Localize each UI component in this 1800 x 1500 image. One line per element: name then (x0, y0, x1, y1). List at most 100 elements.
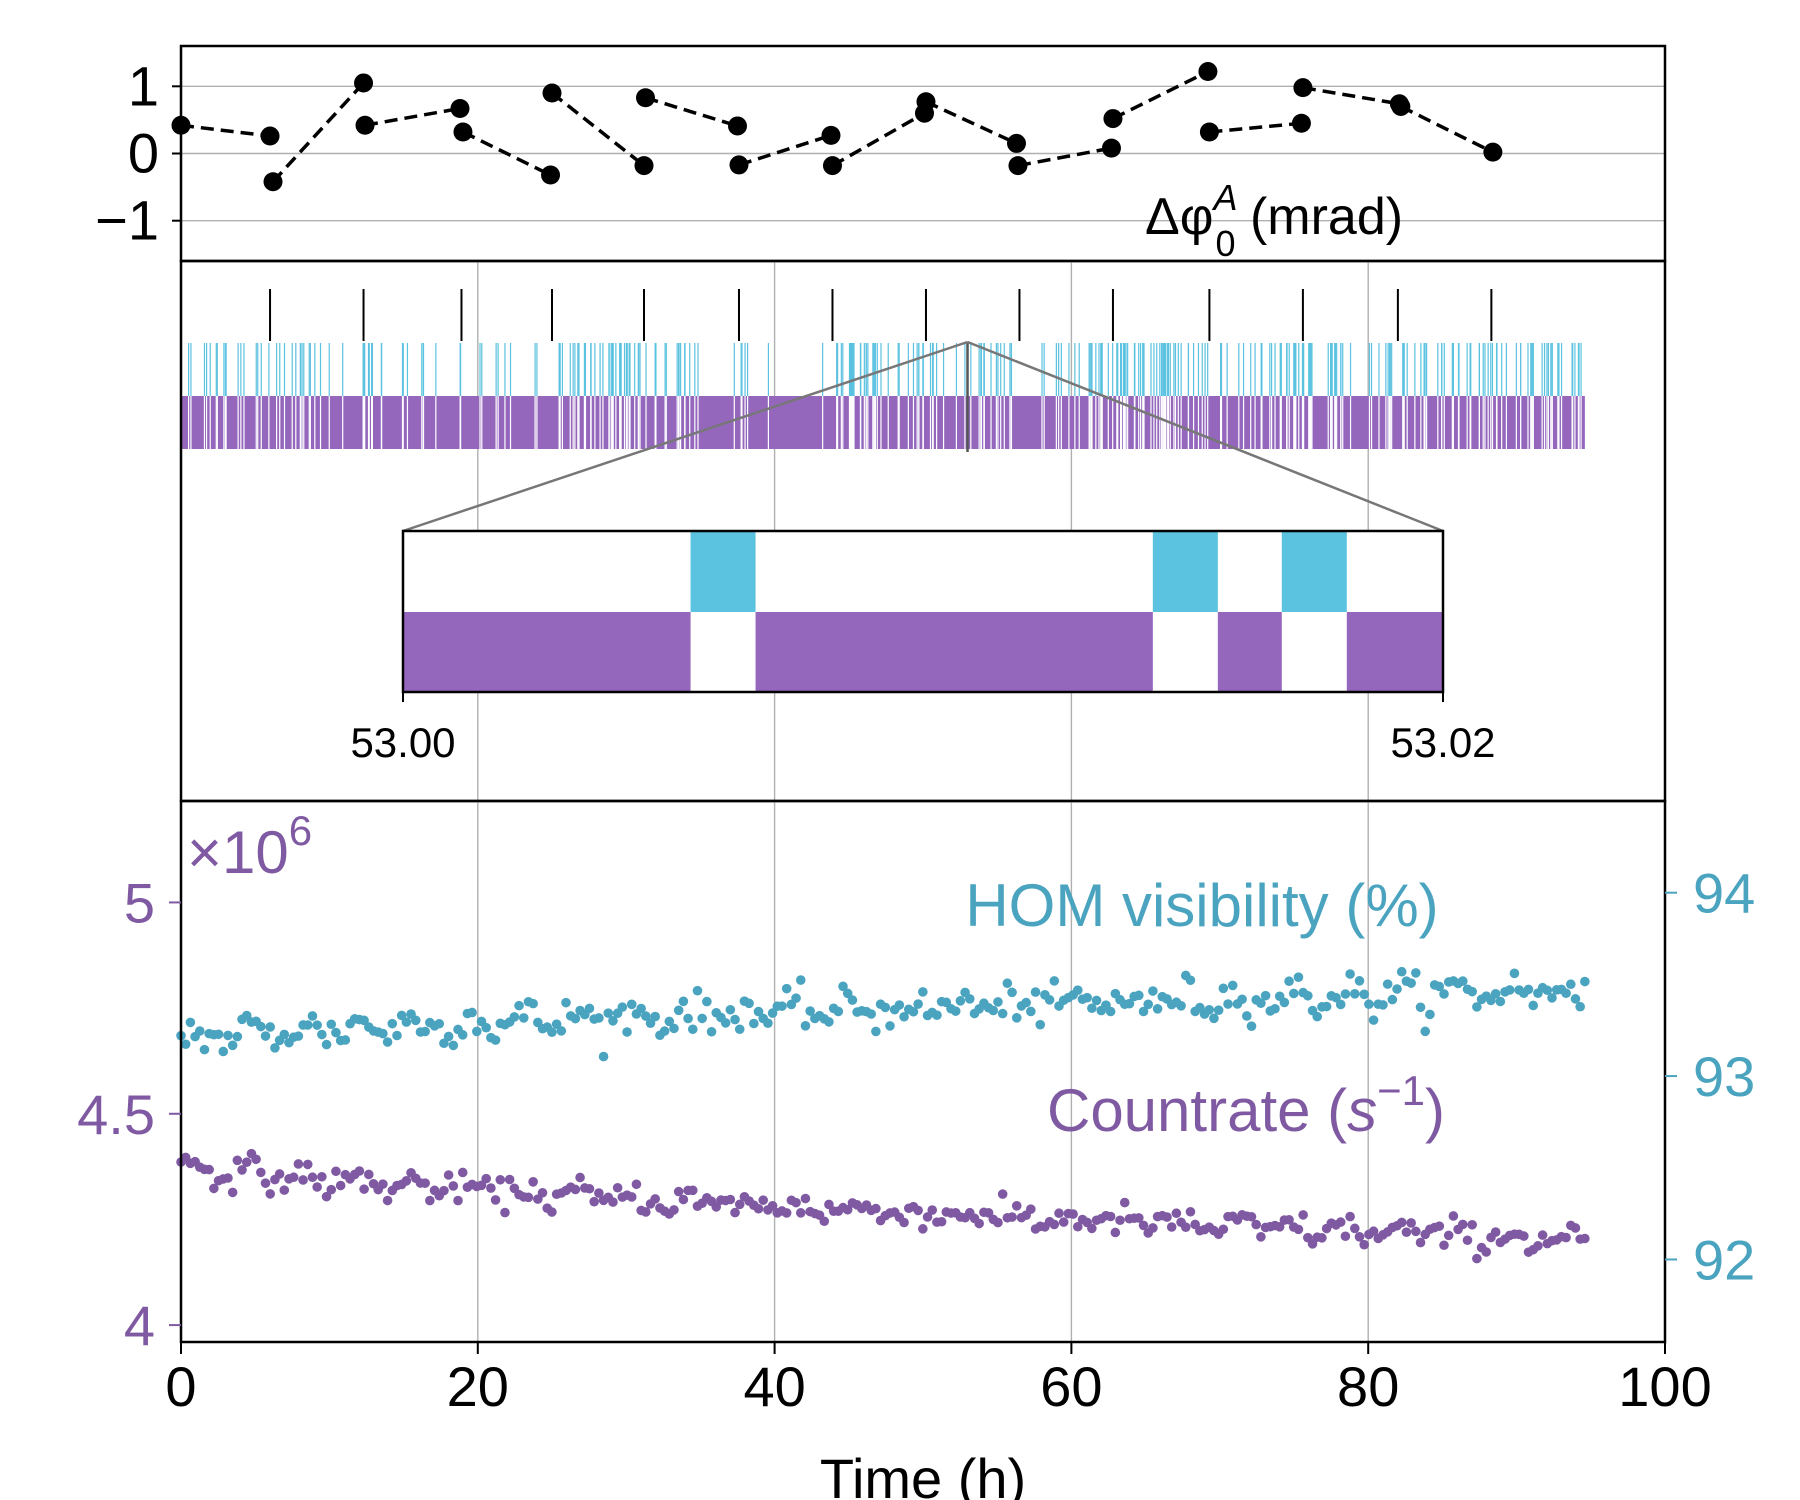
visibility-point (1472, 1002, 1482, 1012)
countrate-point (1472, 1253, 1482, 1264)
visibility-point (1284, 976, 1294, 987)
countrate-point (359, 1184, 369, 1194)
visibility-point (706, 1026, 717, 1037)
x-axis-label: Time (h) (820, 1447, 1026, 1500)
visibility-point (1007, 987, 1017, 998)
visibility-point (490, 1035, 501, 1045)
inset-purple-gap (1281, 612, 1347, 692)
visibility-point (1303, 990, 1313, 1001)
countrate-point (1134, 1213, 1144, 1223)
countrate-point (204, 1164, 214, 1175)
visibility-point (528, 998, 538, 1009)
countrate-point (425, 1195, 435, 1206)
phase-data-point (263, 172, 283, 192)
visibility-point (1312, 1011, 1323, 1022)
countrate-point (439, 1185, 449, 1196)
x-tick-label: 60 (1040, 1355, 1102, 1418)
countrate-point (1490, 1227, 1501, 1237)
visibility-point (471, 1026, 482, 1037)
countrate-point (453, 1195, 463, 1206)
visibility-point (1490, 988, 1501, 999)
countrate-point (1561, 1232, 1571, 1243)
visibility-point (1138, 1006, 1149, 1017)
visibility-point (720, 1018, 731, 1028)
countrate-point (918, 1224, 928, 1234)
countrate-point (476, 1180, 487, 1191)
visibility-point (1528, 1000, 1539, 1011)
phase-data-point (821, 125, 841, 145)
visibility-point (1570, 994, 1581, 1004)
visibility-point (199, 1044, 210, 1055)
visibility-point (1124, 998, 1135, 1009)
visibility-point (730, 1014, 740, 1025)
countrate-point (631, 1179, 642, 1190)
visibility-point (1242, 1011, 1252, 1021)
phase-segment-line (180, 123, 271, 138)
countrate-point (1457, 1219, 1468, 1230)
countrate-point (1580, 1233, 1590, 1244)
x-tick-label: 100 (1618, 1355, 1711, 1418)
visibility-point (636, 1003, 646, 1014)
countrate-point (279, 1185, 290, 1195)
countrate-point (443, 1170, 454, 1180)
visibility-point (781, 983, 792, 994)
visibility-point (1152, 1004, 1163, 1014)
countrate-point (1533, 1241, 1543, 1251)
visibility-point (1354, 976, 1365, 986)
zoom-connector-left (402, 340, 968, 533)
countrate-point (481, 1173, 491, 1184)
visibility-point (1411, 968, 1421, 978)
right-y-ticks: 94 93 92 (1665, 862, 1755, 1291)
countrate-point (335, 1180, 346, 1191)
countrate-point (490, 1195, 501, 1205)
visibility-point (777, 1001, 787, 1011)
scatter-axes-frame (179, 799, 1667, 1344)
countrate-point (504, 1174, 515, 1185)
visibility-point (185, 1017, 196, 1028)
countrate-point (378, 1179, 388, 1189)
visibility-point (763, 1018, 773, 1028)
visibility-point (1260, 990, 1271, 1001)
countrate-point (1537, 1230, 1548, 1240)
countrate-point (1246, 1211, 1257, 1222)
visibility-point (1565, 979, 1576, 990)
countrate-point (1307, 1239, 1318, 1249)
phase-segment-line (925, 100, 1018, 146)
timeline-panel: 53.00 53.02 (179, 259, 1667, 803)
countrate-point (1368, 1226, 1379, 1237)
visibility-point (260, 1031, 271, 1041)
countrate-point (1119, 1197, 1130, 1208)
right-y-tick-label: 93 (1693, 1045, 1755, 1108)
phase-series (171, 62, 1503, 192)
phase-segment-line (1017, 146, 1112, 168)
phase-data-point (1199, 122, 1219, 142)
visibility-point (396, 1010, 407, 1021)
countrate-point (1354, 1232, 1365, 1242)
countrate-point (1087, 1223, 1097, 1234)
countrate-point (293, 1159, 304, 1169)
phase-data-point (916, 92, 936, 112)
phase-segment-line (831, 111, 926, 168)
countrate-point (298, 1175, 308, 1185)
visibility-point (913, 999, 923, 1009)
phase-data-point (1391, 96, 1411, 116)
visibility-point (791, 993, 801, 1003)
visibility-point (265, 1022, 276, 1032)
countrate-point (302, 1159, 313, 1170)
visibility-point (392, 1030, 402, 1041)
countrate-point (321, 1191, 332, 1202)
visibility-point (1288, 988, 1299, 999)
countrate-point (1054, 1208, 1064, 1219)
visibility-point (608, 1016, 618, 1026)
countrate-point (260, 1178, 271, 1188)
countrate-point (1406, 1218, 1416, 1228)
visibility-point (1185, 975, 1196, 986)
countrate-point (570, 1184, 581, 1195)
visibility-point (964, 994, 975, 1004)
countrate-point (1439, 1240, 1449, 1251)
visibility-point (598, 1051, 609, 1062)
visibility-point (753, 1006, 764, 1017)
visibility-point (1321, 1001, 1332, 1012)
